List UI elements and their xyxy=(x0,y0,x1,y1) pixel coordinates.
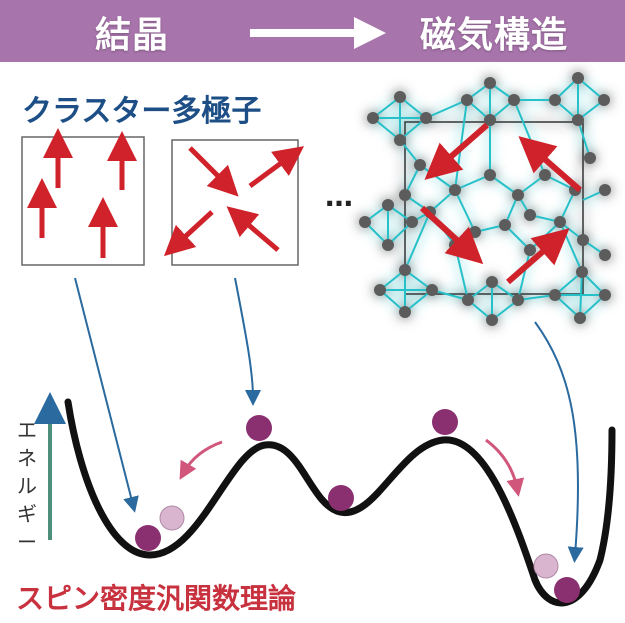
ball xyxy=(554,577,580,603)
cluster-box-multipole xyxy=(172,140,298,265)
pink-arrow-left xyxy=(184,442,222,472)
ball xyxy=(432,409,458,435)
ghost-ball xyxy=(160,506,184,530)
magnetic-lattice xyxy=(359,72,611,326)
spin-arrow xyxy=(532,148,580,190)
ball xyxy=(246,415,272,441)
ball xyxy=(135,525,161,551)
blue-arrow-multipole xyxy=(235,278,253,398)
spin-arrow xyxy=(422,208,470,252)
ghost-ball xyxy=(534,554,558,578)
ball xyxy=(328,485,354,511)
lattice-spin-arrows xyxy=(422,125,580,282)
blue-arrow-lattice xyxy=(535,322,578,555)
